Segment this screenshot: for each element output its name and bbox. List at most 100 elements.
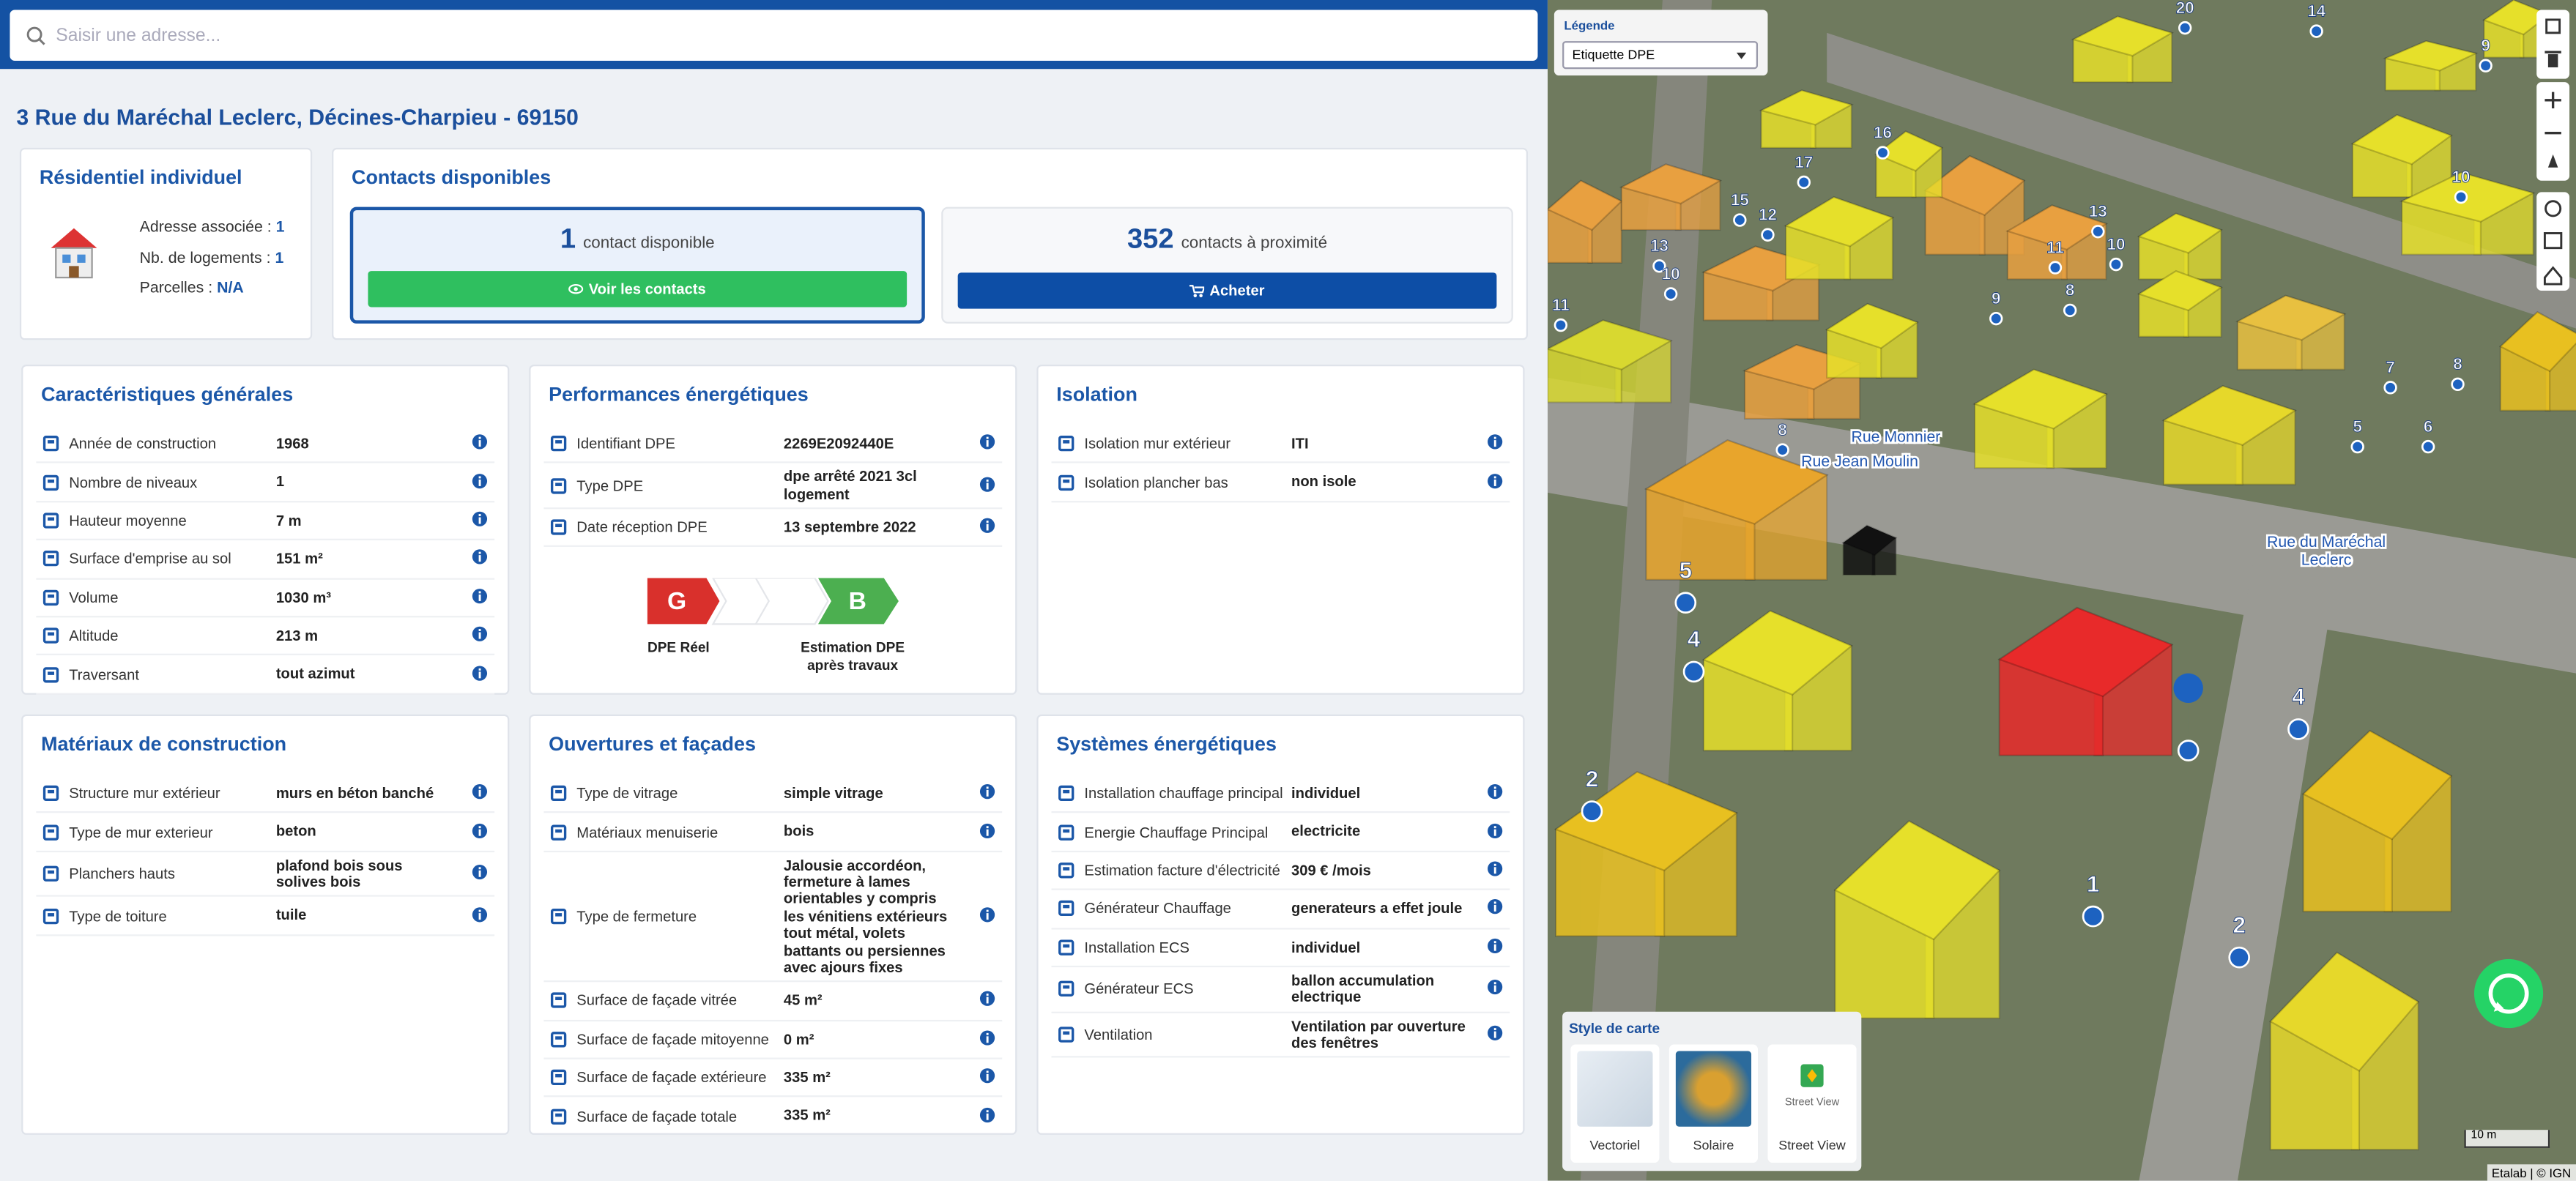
info-icon bbox=[979, 991, 995, 1007]
info-button[interactable] bbox=[1487, 899, 1503, 919]
row-label: Surface de façade extérieure bbox=[576, 1069, 767, 1086]
field-icon bbox=[550, 1070, 567, 1086]
house-number: 14 bbox=[2307, 1, 2326, 20]
info-button[interactable] bbox=[472, 783, 488, 803]
row-label: Type de vitrage bbox=[576, 785, 678, 802]
row-label: Installation ECS bbox=[1084, 939, 1190, 955]
style-thumbnail bbox=[1577, 1051, 1653, 1127]
field-icon bbox=[1058, 901, 1074, 917]
available-box: 1 contact disponible Voir les contacts bbox=[349, 206, 925, 324]
info-button[interactable] bbox=[472, 511, 488, 531]
zoom-icons[interactable] bbox=[2536, 82, 2569, 181]
whatsapp-button[interactable] bbox=[2473, 958, 2545, 1030]
info-button[interactable] bbox=[1487, 860, 1503, 880]
info-row: Surface de façade totale 335 m² bbox=[543, 1098, 1003, 1136]
address-marker bbox=[2082, 905, 2104, 928]
style-thumbnail bbox=[1675, 1051, 1752, 1127]
building bbox=[2235, 294, 2347, 370]
info-button[interactable] bbox=[472, 626, 488, 646]
row-label: Planchers hauts bbox=[69, 865, 175, 882]
info-button[interactable] bbox=[472, 549, 488, 569]
row-label: Identifiant DPE bbox=[576, 435, 675, 452]
street-name: Rue du Maréchal Leclerc bbox=[2267, 533, 2386, 569]
info-button[interactable] bbox=[979, 1106, 995, 1126]
info-button[interactable] bbox=[1487, 783, 1503, 803]
legend-select-value: Etiquette DPE bbox=[1572, 48, 1655, 63]
view-contacts-button[interactable]: Voir les contacts bbox=[368, 271, 907, 308]
info-button[interactable] bbox=[472, 864, 488, 884]
info-button[interactable] bbox=[1487, 1025, 1503, 1045]
row-value: 335 m² bbox=[783, 1107, 831, 1125]
style-option[interactable]: Vectoriel bbox=[1570, 1044, 1660, 1163]
building-roof bbox=[2137, 269, 2223, 312]
info-button[interactable] bbox=[979, 434, 995, 454]
building bbox=[1759, 89, 1854, 149]
address-marker bbox=[2109, 257, 2123, 272]
info-button[interactable] bbox=[472, 822, 488, 842]
available-count: 1 bbox=[560, 223, 576, 255]
info-button[interactable] bbox=[1487, 472, 1503, 492]
row-icon bbox=[36, 589, 65, 606]
scale-bar: 10 m bbox=[2464, 1130, 2550, 1148]
info-row: Matériaux menuiserie bois bbox=[543, 813, 1003, 852]
info-button[interactable] bbox=[1487, 937, 1503, 957]
info-button[interactable] bbox=[472, 906, 488, 925]
row-label: Installation chauffage principal bbox=[1084, 785, 1283, 802]
address-marker bbox=[1876, 146, 1890, 160]
building bbox=[2301, 729, 2453, 912]
row-value: non isole bbox=[1291, 473, 1356, 491]
address-marker bbox=[1797, 175, 1811, 190]
row-label: Type DPE bbox=[576, 477, 644, 494]
map-style-title: Style de carte bbox=[1569, 1019, 1660, 1037]
info-icon bbox=[1488, 1025, 1503, 1040]
address-marker bbox=[1652, 259, 1666, 273]
info-button[interactable] bbox=[1487, 979, 1503, 999]
info-button[interactable] bbox=[472, 434, 488, 454]
field-icon bbox=[1058, 474, 1074, 491]
building-roof bbox=[1833, 820, 2001, 941]
search-placeholder: Saisir une adresse... bbox=[56, 25, 221, 45]
info-icon bbox=[1488, 861, 1503, 876]
info-button[interactable] bbox=[472, 664, 488, 684]
row-label: Type de fermeture bbox=[576, 908, 697, 925]
row-value: bois bbox=[783, 823, 814, 841]
info-button[interactable] bbox=[979, 518, 995, 537]
info-button[interactable] bbox=[979, 906, 995, 926]
info-button[interactable] bbox=[979, 783, 995, 803]
legend-select[interactable]: Etiquette DPE bbox=[1562, 41, 1759, 70]
building bbox=[2269, 951, 2420, 1151]
section-card: Performances énergétiques Identifiant DPE… bbox=[529, 364, 1017, 695]
tool-icons[interactable] bbox=[2536, 192, 2569, 291]
info-button[interactable] bbox=[1487, 434, 1503, 454]
info-icon bbox=[979, 784, 995, 800]
info-icon bbox=[979, 1068, 995, 1084]
field-icon bbox=[550, 1031, 567, 1047]
building bbox=[1841, 524, 1898, 576]
info-button[interactable] bbox=[472, 472, 488, 492]
search-input[interactable]: Saisir une adresse... bbox=[10, 10, 1538, 61]
info-button[interactable] bbox=[979, 1068, 995, 1087]
style-option[interactable]: Street View Street View bbox=[1767, 1044, 1857, 1163]
style-option[interactable]: Solaire bbox=[1669, 1044, 1759, 1163]
address-marker bbox=[2383, 381, 2397, 395]
info-button[interactable] bbox=[979, 476, 995, 496]
buy-button[interactable]: Acheter bbox=[957, 272, 1497, 309]
street-name: Rue Jean Moulin bbox=[1801, 452, 1918, 470]
info-row: Date réception DPE 13 septembre 2022 bbox=[543, 510, 1003, 548]
draw-icons[interactable] bbox=[2536, 10, 2569, 78]
row-value: dpe arrêté 2021 3cl logement bbox=[783, 469, 917, 502]
building-roof bbox=[1759, 89, 1854, 126]
info-icon bbox=[472, 473, 488, 488]
building bbox=[1547, 319, 1673, 403]
info-icon bbox=[472, 434, 488, 450]
info-button[interactable] bbox=[472, 587, 488, 607]
info-button[interactable] bbox=[979, 1029, 995, 1049]
row-label: Energie Chauffage Principal bbox=[1084, 824, 1269, 841]
info-row: Type de toiture tuile bbox=[36, 898, 495, 936]
building-roof bbox=[1701, 610, 1853, 696]
info-button[interactable] bbox=[1487, 822, 1503, 842]
address-marker bbox=[1682, 660, 1705, 683]
info-button[interactable] bbox=[979, 822, 995, 842]
info-button[interactable] bbox=[979, 991, 995, 1010]
